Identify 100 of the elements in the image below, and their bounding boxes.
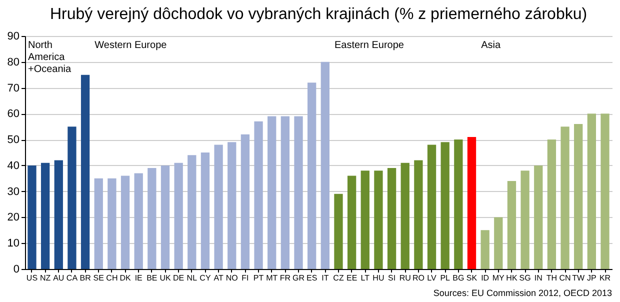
bar [347,176,356,269]
bar [28,165,36,269]
y-tick-label: 30 [7,186,20,198]
source-note: Sources: EU Commission 2012, OECD 2013 [433,288,612,298]
x-tick-label: SK [466,274,478,282]
chart-title: Hrubý verejný dôchodok vo vybraných krajinách (% z priemerného zárobku) [50,6,588,23]
x-tick-label: BE [146,274,158,282]
x-tick-label: LT [360,274,370,282]
y-tick-label: 40 [7,160,20,172]
bar [200,152,210,269]
x-tick-label: MY [492,274,506,282]
bar [440,142,450,269]
bar [520,170,530,269]
bar [467,136,476,269]
x-tick-label: SG [519,274,531,282]
x-tick-label: FI [242,274,249,282]
x-tick-label: AT [214,274,224,282]
x-tick-label: RO [412,274,424,282]
x-tick-label: SE [93,274,104,282]
x-tick-label: LV [427,274,438,282]
y-tick-label: 20 [7,212,20,224]
x-tick-label: RU [399,274,412,282]
x-tick-label: GR [292,274,305,282]
x-tick-label: PL [440,274,451,282]
x-tick-label: NZ [40,274,51,282]
bar [268,116,276,269]
x-tick-label: JP [587,274,596,282]
x-tick-label: HU [372,274,384,282]
bar [414,160,423,269]
x-tick-label: NO [226,274,238,282]
y-tick-label: 0 [13,264,20,276]
bar [254,121,263,269]
bar [308,82,316,269]
y-tick-label: 50 [7,134,20,146]
x-tick-label: IE [134,274,142,282]
x-tick-label: BG [452,274,464,282]
bar [494,217,503,269]
x-tick-label: CY [200,274,212,282]
bar [214,144,223,269]
y-tick-label: 10 [7,238,20,250]
x-tick-label: IT [322,274,329,282]
bar [534,165,543,269]
x-tick-label: TW [572,274,586,282]
x-tick-label: PT [253,274,264,282]
bar [80,74,90,269]
bar [240,134,250,269]
y-tick-label: 70 [7,82,20,94]
x-tick-label: DK [120,274,132,282]
bar [400,162,410,269]
bar [280,116,290,269]
bar [360,170,370,269]
bar [334,194,343,269]
x-tick-label: KR [599,274,611,282]
bar [68,126,76,269]
bar [174,162,183,269]
bar [560,126,570,269]
x-tick-label: HK [506,274,518,282]
bar [507,180,516,269]
x-tick-label: MT [266,274,278,282]
bar [587,114,596,269]
bar [374,170,383,269]
bar [454,140,463,269]
bar [134,173,143,269]
x-tick-label: NL [186,274,198,282]
annotation: North America +Oceania [28,40,72,75]
bar [574,124,583,269]
bar [387,168,396,269]
bar [320,62,330,269]
bar [120,176,130,269]
bar [228,142,236,269]
x-tick-label: SI [388,274,396,282]
bar [108,178,116,269]
x-tick-label: BR [80,274,92,282]
x-tick-label: DE [173,274,184,282]
bar [40,162,50,269]
bar [148,168,156,269]
x-tick-label: AU [53,274,64,282]
y-tick-label: 90 [7,30,20,42]
y-tick-label: 60 [7,108,20,120]
bar [294,116,303,269]
x-tick-label: CH [106,274,118,282]
x-tick-label: ES [306,274,318,282]
bar [188,155,196,269]
bar [94,178,103,269]
annotation: Eastern Europe [334,40,404,51]
x-tick-label: FR [280,274,291,282]
x-tick-label: IN [534,274,543,282]
bar [547,140,556,269]
x-tick-label: ID [481,274,490,282]
bar [480,230,490,269]
bar [427,144,436,269]
x-tick-label: EE [346,274,358,282]
x-tick-label: US [26,274,38,282]
annotation: Asia [481,40,501,51]
x-tick-label: CZ [333,274,344,282]
bar [54,160,63,269]
bar [600,114,610,269]
annotation: Western Europe [94,40,168,51]
bar [160,165,170,269]
x-tick-label: TH [546,274,558,282]
